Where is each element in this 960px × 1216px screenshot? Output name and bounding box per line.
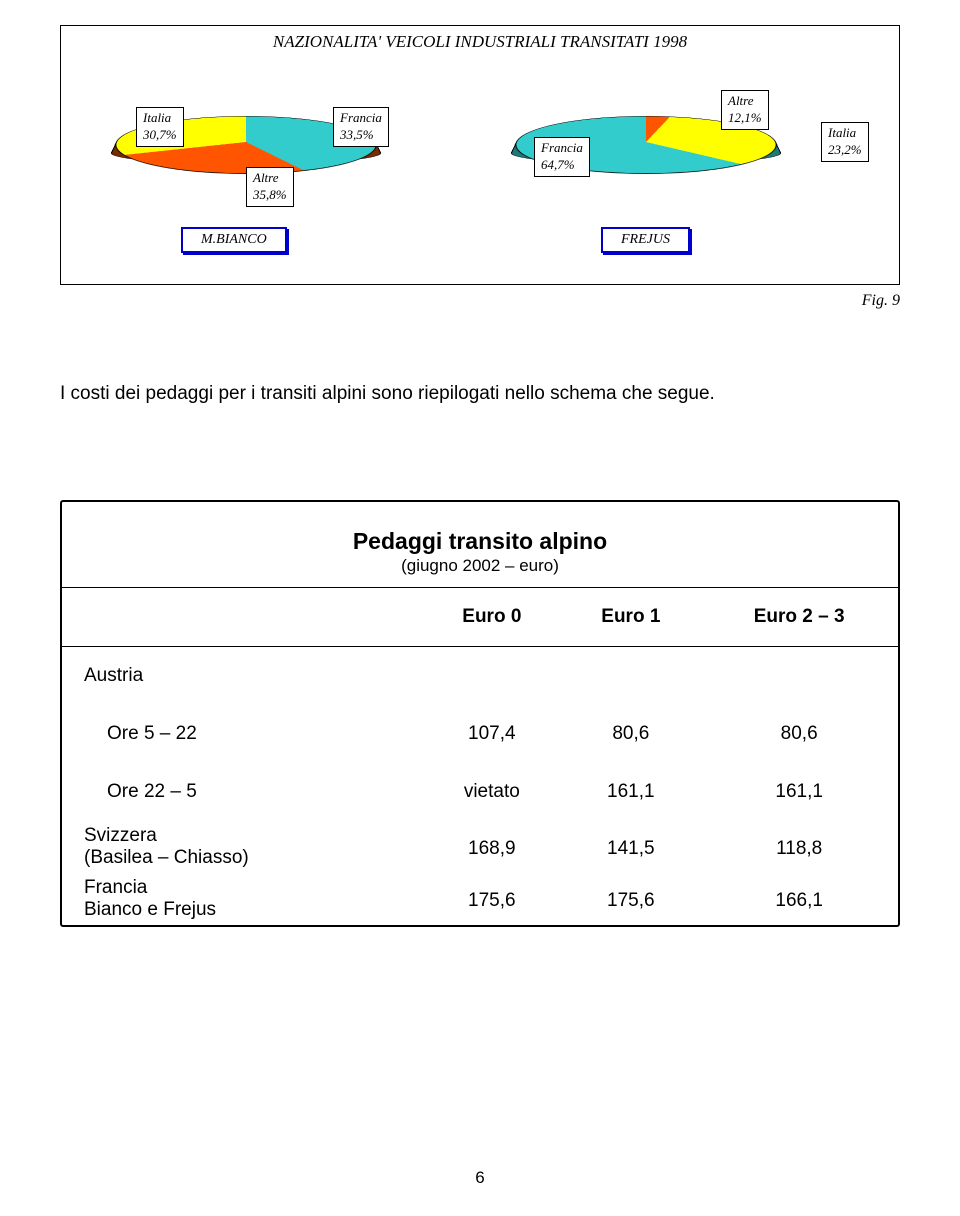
table-cell: 175,6 [561,873,700,925]
figure-number: Fig. 9 [862,292,900,310]
row-label: (Basilea – Chiasso) [62,847,422,873]
row-label: Francia [62,873,422,899]
toll-table: Pedaggi transito alpino (giugno 2002 – e… [60,500,900,927]
table-cell: 80,6 [561,705,700,763]
chart-container: NAZIONALITA' VEICOLI INDUSTRIALI TRANSIT… [60,25,900,285]
row-label: Svizzera [62,821,422,847]
pie-left-label-francia: Francia33,5% [333,107,389,147]
table-cell: 141,5 [561,821,700,873]
table-cell [561,647,700,706]
table-cell: 107,4 [422,705,561,763]
pie-left-label-italia: Italia30,7% [136,107,184,147]
table-cell: 80,6 [700,705,898,763]
pie-right-label-italia: Italia23,2% [821,122,869,162]
table-row: Francia175,6175,6166,1 [62,873,898,899]
table-cell [422,647,561,706]
table-cell: 168,9 [422,821,561,873]
pie-right-button-label: FREJUS [601,227,690,253]
chart-title: NAZIONALITA' VEICOLI INDUSTRIALI TRANSIT… [61,32,899,52]
row-label: Bianco e Frejus [62,899,422,925]
table-row: Ore 22 – 5vietato161,1161,1 [62,763,898,821]
table-cell: 166,1 [700,873,898,925]
row-label: Ore 5 – 22 [62,705,422,763]
pie-right-label-francia: Francia64,7% [534,137,590,177]
table-col-1: Euro 1 [561,588,700,647]
row-label: Austria [62,647,422,706]
table-col-empty [62,588,422,647]
pie-right-label-altre: Altre12,1% [721,90,769,130]
table-subtitle: (giugno 2002 – euro) [401,556,559,575]
row-label: Ore 22 – 5 [62,763,422,821]
pie-left-label-altre: Altre35,8% [246,167,294,207]
pie-charts-area: Italia30,7% Francia33,5% Altre35,8% Fran… [61,52,899,247]
table-cell: vietato [422,763,561,821]
table-cell: 175,6 [422,873,561,925]
table-title-cell: Pedaggi transito alpino (giugno 2002 – e… [62,502,898,588]
table-row: Austria [62,647,898,706]
table-cell: 161,1 [700,763,898,821]
table-row: Ore 5 – 22107,480,680,6 [62,705,898,763]
body-paragraph: I costi dei pedaggi per i transiti alpin… [60,380,900,409]
page-number: 6 [0,1168,960,1188]
table-col-2: Euro 2 – 3 [700,588,898,647]
table-col-0: Euro 0 [422,588,561,647]
pie-left-button-label: M.BIANCO [181,227,287,253]
table-cell: 161,1 [561,763,700,821]
table-cell: 118,8 [700,821,898,873]
table-row: Svizzera168,9141,5118,8 [62,821,898,847]
table-cell [700,647,898,706]
table-title: Pedaggi transito alpino [353,528,607,554]
